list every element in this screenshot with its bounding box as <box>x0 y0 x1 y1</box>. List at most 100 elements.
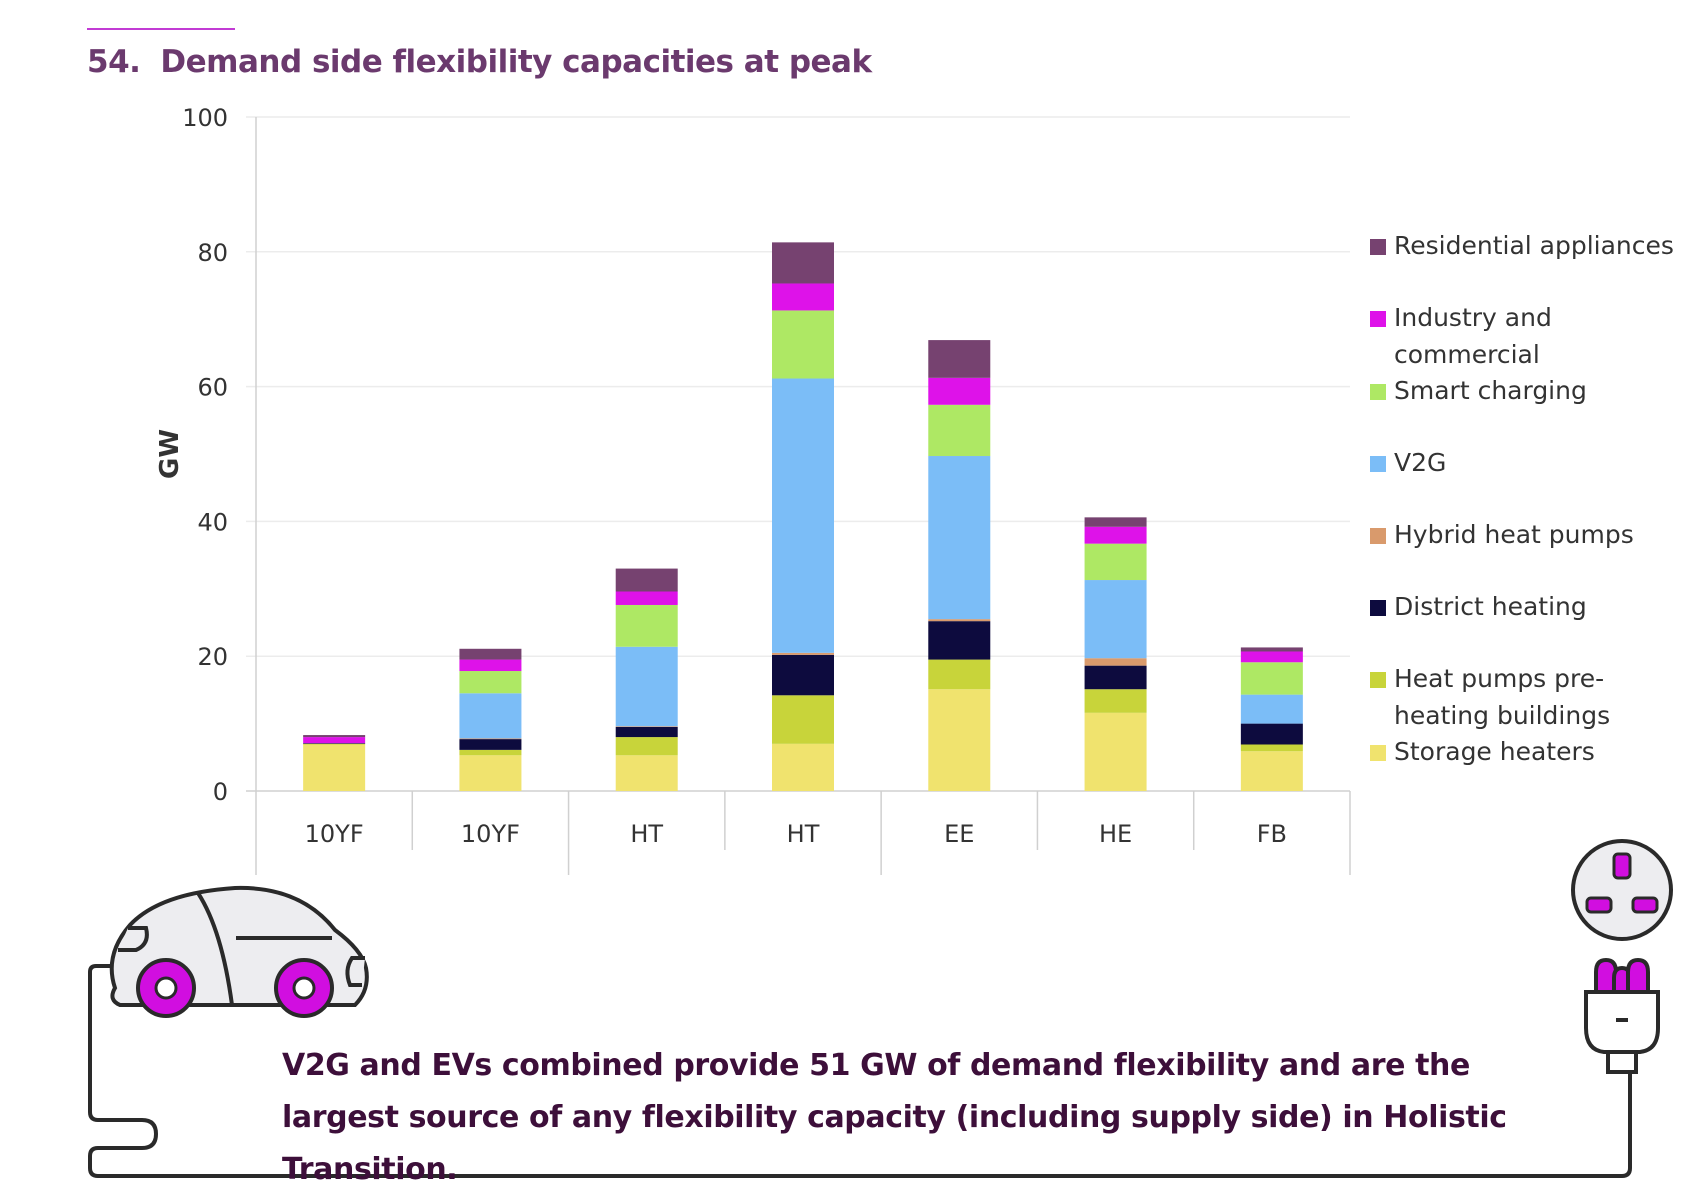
legend-swatch <box>1370 528 1386 544</box>
bar-segment-smart-charging <box>772 310 834 379</box>
bar-segment-industry-and-commercial <box>928 377 991 405</box>
bar-segment-industry-and-commercial <box>1240 651 1303 663</box>
legend-item: Industry and commercial <box>1370 299 1690 373</box>
charging-cable <box>88 964 1632 1178</box>
bar-segment-smart-charging <box>615 604 678 647</box>
bar-segment-storage-heaters <box>459 755 522 791</box>
x-tick-label: EE <box>944 820 974 848</box>
figure-title: Demand side flexibility capacities at pe… <box>160 44 872 80</box>
bar-segment-residential-appliances <box>1240 647 1303 652</box>
bar-segment-heat-pumps-pre-heating-buildings <box>459 749 522 756</box>
bar-segment-heat-pumps-pre-heating-buildings <box>1240 744 1303 752</box>
bar-segment-v2g <box>928 456 991 620</box>
bar-segment-industry-and-commercial <box>615 591 678 605</box>
ev-car-icon <box>109 885 369 1018</box>
bar-segment-district-heating <box>459 739 522 750</box>
stacked-bar-chart: 0 20 40 60 80 100 GW 10YF 10YF HT HT EE HE FB <box>155 104 1351 875</box>
bar-segment-smart-charging <box>459 671 522 694</box>
bar-segment-residential-appliances <box>303 735 366 738</box>
bar-segment-hybrid-heat-pumps <box>615 726 678 727</box>
y-tick-label: 40 <box>197 508 228 536</box>
legend-item: District heating <box>1370 588 1690 625</box>
bar-segment-heat-pumps-pre-heating-buildings <box>303 743 366 745</box>
bar-segment-residential-appliances <box>1084 517 1147 527</box>
bar-segment-heat-pumps-pre-heating-buildings <box>772 695 834 744</box>
legend-swatch <box>1370 600 1386 616</box>
bar-segment-district-heating <box>1084 665 1147 690</box>
key-message-caption: V2G and EVs combined provide 51 GW of de… <box>282 1048 1507 1187</box>
bar-segment-residential-appliances <box>928 340 991 378</box>
x-tick-label: HT <box>630 820 663 848</box>
bar-segment-storage-heaters <box>303 744 366 791</box>
bar-segment-heat-pumps-pre-heating-buildings <box>928 659 991 690</box>
x-tick-label: 10YF <box>305 820 364 848</box>
bar-segment-industry-and-commercial <box>459 659 522 672</box>
bar-segment-storage-heaters <box>1240 751 1303 791</box>
legend-item: Hybrid heat pumps <box>1370 516 1690 553</box>
power-plug-icon <box>1584 957 1660 1074</box>
y-tick-label: 0 <box>213 778 228 806</box>
legend-swatch <box>1370 239 1386 255</box>
legend-item: Smart charging <box>1370 372 1690 409</box>
legend-swatch <box>1370 311 1386 327</box>
bar-segment-hybrid-heat-pumps <box>1084 658 1147 666</box>
legend-swatch <box>1370 384 1386 400</box>
legend-label: Heat pumps pre-heating buildings <box>1394 664 1611 730</box>
legend-label: Storage heaters <box>1394 737 1595 766</box>
bar-segment-hybrid-heat-pumps <box>459 738 522 740</box>
y-tick-label: 100 <box>182 104 228 132</box>
power-socket-icon <box>1571 839 1673 941</box>
bar-segment-district-heating <box>772 654 834 696</box>
figure-number: 54. <box>87 44 141 80</box>
bar-segment-district-heating <box>615 726 678 738</box>
bar-segment-storage-heaters <box>928 689 991 791</box>
legend-swatch <box>1370 672 1386 688</box>
bar-segment-district-heating <box>303 743 366 744</box>
bar-segment-storage-heaters <box>615 755 678 791</box>
bar-segment-heat-pumps-pre-heating-buildings <box>1084 689 1147 713</box>
legend-label: Industry and commercial <box>1394 303 1552 369</box>
y-axis-label: GW <box>155 429 185 479</box>
legend-label: District heating <box>1394 592 1587 621</box>
bar-segment-v2g <box>772 378 834 653</box>
bar-segment-district-heating <box>928 621 991 660</box>
legend-item: Storage heaters <box>1370 733 1690 770</box>
bar-segment-v2g <box>459 693 522 739</box>
bar-segment-v2g <box>1240 694 1303 724</box>
y-tick-label: 80 <box>197 239 228 267</box>
legend-label: Hybrid heat pumps <box>1394 520 1634 549</box>
bar-segment-hybrid-heat-pumps <box>928 619 991 622</box>
legend-item: Residential appliances <box>1370 227 1690 264</box>
legend-swatch <box>1370 456 1386 472</box>
bar-segment-industry-and-commercial <box>1084 526 1147 544</box>
y-tick-label: 60 <box>197 374 228 402</box>
legend-item: Heat pumps pre-heating buildings <box>1370 660 1690 734</box>
legend-label: Residential appliances <box>1394 231 1674 260</box>
y-tick-label: 20 <box>197 643 228 671</box>
bar-segment-smart-charging <box>1240 662 1303 695</box>
bar-segment-v2g <box>1084 580 1147 659</box>
bar-segment-industry-and-commercial <box>303 737 366 744</box>
bar-segment-smart-charging <box>1084 543 1147 581</box>
x-tick-label: FB <box>1257 820 1287 848</box>
bar-segment-district-heating <box>1240 723 1303 745</box>
legend-item: V2G <box>1370 444 1690 481</box>
x-tick-label: HE <box>1099 820 1132 848</box>
bar-segment-residential-appliances <box>615 568 678 592</box>
x-tick-label: HT <box>787 820 820 848</box>
legend-swatch <box>1370 745 1386 761</box>
title-accent-rule <box>87 28 235 30</box>
bar-segment-residential-appliances <box>772 242 834 284</box>
bar-segment-smart-charging <box>928 404 991 457</box>
bar-segment-storage-heaters <box>1084 712 1147 791</box>
legend-label: Smart charging <box>1394 376 1587 405</box>
chart-title: 54. Demand side flexibility capacities at… <box>87 44 872 80</box>
bar-segment-v2g <box>615 646 678 727</box>
x-tick-label: 10YF <box>461 820 520 848</box>
bar-segment-storage-heaters <box>772 743 834 791</box>
legend-label: V2G <box>1394 448 1447 477</box>
bar-segment-industry-and-commercial <box>772 283 834 311</box>
bar-segment-heat-pumps-pre-heating-buildings <box>615 737 678 756</box>
bar-segment-hybrid-heat-pumps <box>772 652 834 655</box>
